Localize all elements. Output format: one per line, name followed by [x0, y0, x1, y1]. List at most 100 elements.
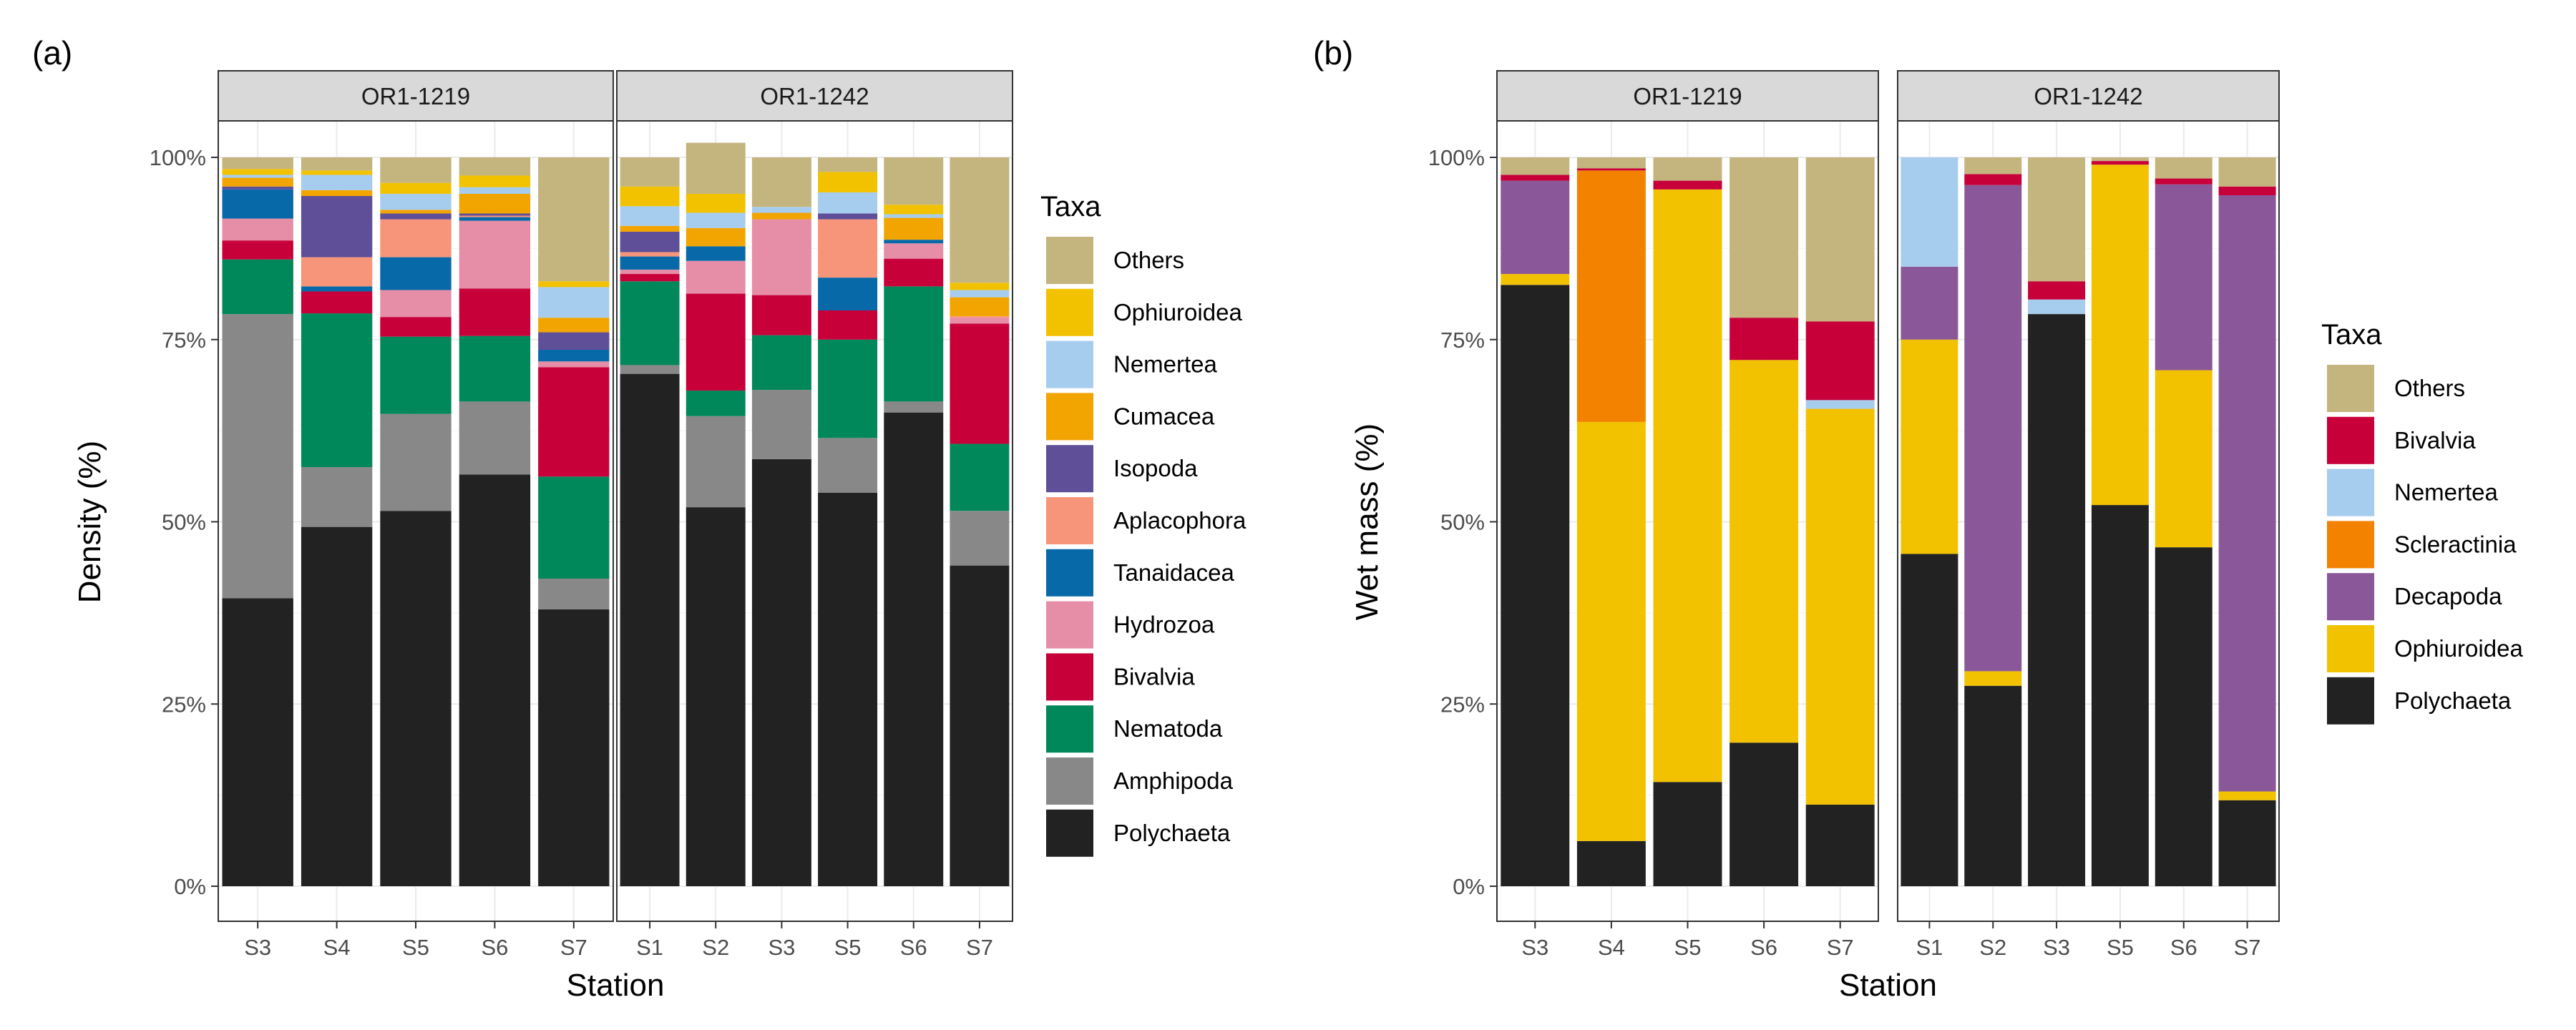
bar-segment-polychaeta	[884, 412, 944, 886]
bar-segment-nemertea	[459, 187, 531, 194]
bar-segment-polychaeta	[1653, 782, 1722, 886]
legend-key-scleractinia	[2327, 521, 2374, 569]
chart-a: (a) Density (%) 0% 25% 50% 75% 100% OR1-1219 S3 S…	[32, 34, 1246, 1003]
bar-segment-bivalvia	[686, 293, 746, 391]
bar-segment-amphipoda	[950, 511, 1010, 566]
bar-segment-hydrozoa	[459, 220, 531, 289]
bar-segment-others	[1501, 157, 1570, 175]
bar-segment-bivalvia	[301, 291, 373, 314]
bar-segment-bivalvia	[751, 295, 811, 335]
bar-segment-bivalvia	[222, 240, 293, 260]
panel-tag: (a)	[32, 34, 72, 72]
y-axis-title: Wet mass (%)	[1350, 423, 1385, 620]
bar-segment-cumacea	[950, 297, 1010, 317]
bar-segment-nemertea	[380, 193, 452, 210]
legend-key-nemertea	[1046, 340, 1093, 388]
legend-key-isopoda	[1046, 445, 1093, 493]
x-tick-label: S6	[1750, 935, 1777, 960]
bar-segment-aplacophora	[459, 215, 531, 217]
bar-stack-s1	[1901, 157, 1958, 886]
bar-segment-others	[2218, 157, 2276, 187]
bar-stack-s1	[620, 157, 680, 886]
bar-segment-others	[1964, 157, 2022, 175]
bar-segment-amphipoda	[686, 416, 746, 508]
y-tick-label: 0%	[174, 874, 206, 899]
bar-stack-s5	[380, 157, 452, 886]
bar-segment-polychaeta	[2091, 505, 2149, 886]
bar-segment-others	[2028, 157, 2086, 282]
bar-segment-polychaeta	[222, 598, 293, 886]
bar-stack-s7	[1805, 157, 1875, 886]
bar-stack-s6	[1729, 157, 1799, 886]
bar-segment-nemertea	[1901, 157, 1958, 267]
legend-label-isopoda: Isopoda	[1113, 455, 1198, 481]
x-tick-label: S3	[244, 935, 271, 960]
x-tick-label: S6	[481, 935, 508, 960]
facet-or1-1219: OR1-1219 S3 S4 S5 S6 S7	[218, 70, 614, 960]
bar-segment-isopoda	[818, 213, 878, 220]
legend-label-aplacophora: Aplacophora	[1113, 507, 1246, 534]
bar-segment-ophiuroidea	[222, 169, 293, 175]
x-axis-title: Station	[1839, 968, 1937, 1003]
bar-segment-polychaeta	[2028, 314, 2086, 887]
bar-segment-bivalvia	[1501, 175, 1570, 181]
x-tick-label: S7	[966, 935, 993, 960]
bar-segment-amphipoda	[380, 413, 452, 511]
x-tick-label: S7	[560, 935, 587, 960]
bar-segment-bivalvia	[380, 317, 452, 337]
bar-segment-nematoda	[301, 313, 373, 468]
legend-key-ophiuroidea	[2327, 625, 2374, 672]
bar-segment-ophiuroidea	[1653, 189, 1722, 783]
bar-stack-s4	[301, 157, 373, 886]
bar-segment-bivalvia	[459, 288, 531, 336]
x-tick-label: S7	[1827, 935, 1854, 960]
legend-key-hydrozoa	[1046, 601, 1093, 649]
bar-segment-polychaeta	[686, 507, 746, 886]
x-tick-label: S3	[768, 935, 795, 960]
bar-segment-hydrozoa	[222, 218, 293, 241]
bar-segment-amphipoda	[222, 314, 293, 599]
bar-segment-ophiuroidea	[2155, 370, 2212, 548]
bar-segment-bivalvia	[1576, 168, 1646, 171]
bar-segment-amphipoda	[884, 401, 944, 413]
bar-segment-polychaeta	[751, 458, 811, 886]
legend-key-bivalvia	[1046, 653, 1093, 701]
bar-segment-polychaeta	[380, 511, 452, 886]
facet-strip-label: OR1-1242	[2034, 83, 2142, 109]
bar-segment-tanaidacea	[620, 256, 680, 270]
bar-segment-scleractinia	[1576, 170, 1646, 422]
bar-segment-cumacea	[380, 210, 452, 214]
bar-segment-ophiuroidea	[1901, 339, 1958, 554]
bar-segment-isopoda	[538, 332, 610, 350]
bar-stack-s2	[1964, 157, 2022, 886]
x-tick-label: S5	[1674, 935, 1702, 960]
legend-label-tanaidacea: Tanaidacea	[1113, 559, 1234, 586]
bar-segment-ophiuroidea	[620, 186, 680, 207]
bar-segment-ophiuroidea	[1501, 274, 1570, 285]
bar-segment-ophiuroidea	[1729, 360, 1799, 743]
bar-segment-others	[1653, 157, 1722, 181]
bar-segment-ophiuroidea	[686, 193, 746, 213]
legend-key-polychaeta	[1046, 809, 1093, 857]
bar-segment-isopoda	[222, 186, 293, 190]
bar-segment-nemertea	[2028, 299, 2086, 315]
bar-segment-ophiuroidea	[950, 283, 1010, 290]
bar-segment-ophiuroidea	[1805, 408, 1875, 805]
legend-label-polychaeta: Polychaeta	[1113, 820, 1231, 846]
bar-segment-hydrozoa	[686, 260, 746, 294]
legend-label-nemertea: Nemertea	[2394, 479, 2499, 506]
bar-segment-cumacea	[884, 217, 944, 240]
facet-strip-label: OR1-1219	[361, 83, 470, 109]
legend-key-aplacophora	[1046, 497, 1093, 544]
y-tick-label: 100%	[150, 145, 206, 170]
legend-label-hydrozoa: Hydrozoa	[1113, 612, 1215, 638]
bar-segment-polychaeta	[818, 492, 878, 886]
panel-border	[218, 120, 614, 922]
bar-segment-nemertea	[751, 207, 811, 213]
bar-stack-s3	[2028, 157, 2086, 887]
bar-segment-amphipoda	[301, 467, 373, 527]
x-tick-label: S3	[2043, 935, 2070, 960]
legend-key-nematoda	[1046, 705, 1093, 753]
bar-segment-decapoda	[2218, 195, 2276, 792]
